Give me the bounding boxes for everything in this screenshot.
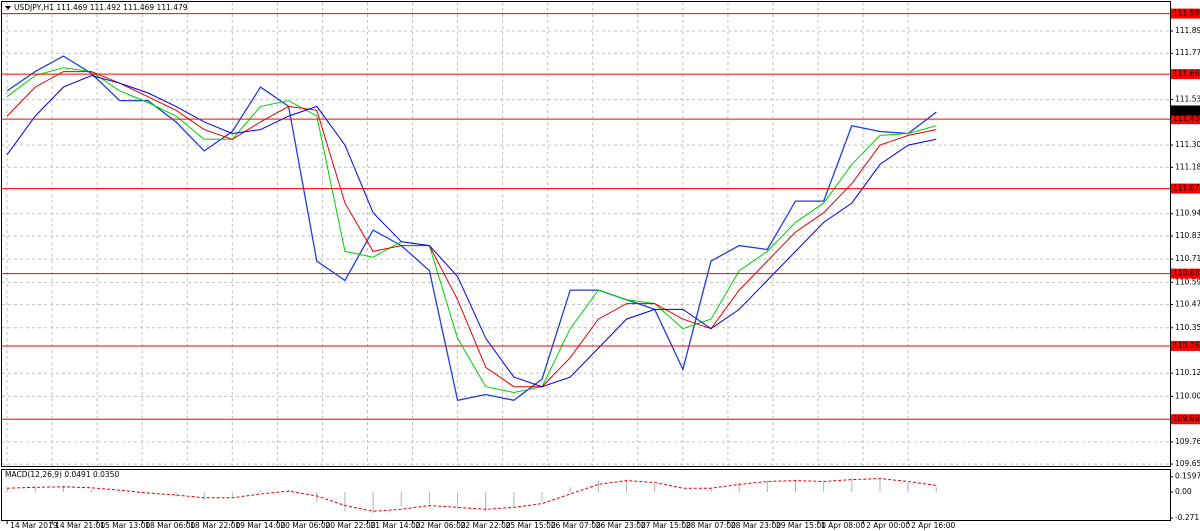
level-tag [1171,114,1200,125]
x-tick-label: 27 Mar 15:00 [641,521,691,530]
y-tick-label: 111.890 [1175,26,1200,35]
chart-title: USDJPY,H1 111.469 111.492 111.469 111.47… [14,3,188,12]
x-tick-label: 18 Mar 22:00 [190,521,240,530]
y-tick-label: 111.775 [1175,48,1200,57]
level-tag [1171,183,1200,194]
x-tick-label: 14 Mar 2019 [10,521,58,530]
menu-icon[interactable] [5,6,11,10]
y-tick-label: 111.185 [1175,162,1200,171]
y-tick-label: 111.535 [1175,95,1200,104]
y-tick-label: 109.650 [1175,459,1200,468]
x-tick-label: 21 Mar 14:00 [370,521,420,530]
y-tick-label: 110.000 [1175,391,1200,400]
y-tick-label: 110.830 [1175,231,1200,240]
level-label: 111.980 [1173,9,1200,18]
main-pane [1,1,1171,467]
x-tick-label: 2 Apr 16:00 [911,521,955,530]
x-tick-label: 20 Mar 22:00 [325,521,375,530]
level-tag [1171,69,1200,80]
level-label: 110.261 [1173,341,1200,350]
signal-line [7,478,937,512]
x-tick-label: 20 Mar 06:00 [280,521,330,530]
x-tick-label: 26 Mar 23:00 [596,521,646,530]
price-line [6,74,937,388]
level-label: 109.882 [1173,414,1200,423]
level-label: 111.667 [1173,69,1200,78]
x-tick-label: 25 Mar 15:00 [506,521,556,530]
x-tick-label: 15 Mar 13:00 [100,521,150,530]
price-line [6,55,937,402]
y-tick-label: 110.475 [1175,300,1200,309]
macd-title: MACD(12,26,9) 0.0491 0.0350 [5,470,119,479]
y-tick-label: 109.765 [1175,437,1200,446]
y-tick-label: 0.1597 [1175,472,1200,481]
y-tick-label: 110.590 [1175,277,1200,286]
x-tick-label: 18 Mar 06:00 [145,521,195,530]
y-tick-label: 111.300 [1175,140,1200,149]
x-tick-label: 22 Mar 06:00 [416,521,466,530]
price-line [6,67,937,394]
y-tick-label: 110.710 [1175,254,1200,263]
x-tick-label: 28 Mar 07:00 [686,521,736,530]
level-tag [1171,340,1200,351]
y-tick-label: 0.00 [1175,487,1192,496]
x-tick-label: 26 Mar 07:00 [551,521,601,530]
level-tag [1171,414,1200,425]
y-tick-label: 110.945 [1175,209,1200,218]
level-label: 111.434 [1173,114,1200,123]
macd-pane [1,469,1171,521]
level-label: 110.635 [1173,269,1200,278]
y-tick-label: 110.120 [1175,368,1200,377]
y-tick-label: 110.355 [1175,323,1200,332]
x-tick-label: 29 Mar 15:00 [776,521,826,530]
last-price-label: 111.479 [1173,105,1200,114]
last-price-tag [1171,105,1200,116]
x-tick-label: 2 Apr 00:00 [866,521,910,530]
x-tick-label: 19 Mar 14:00 [235,521,285,530]
x-tick-label: 28 Mar 23:00 [731,521,781,530]
price-line [6,71,937,388]
x-tick-label: 14 Mar 21:00 [55,521,105,530]
x-tick-label: 1 Apr 08:00 [821,521,865,530]
x-tick-label: 22 Mar 22:00 [461,521,511,530]
level-label: 111.075 [1173,184,1200,193]
level-tag [1171,8,1200,19]
level-tag [1171,268,1200,279]
y-tick-label: -0.271 [1175,513,1199,522]
